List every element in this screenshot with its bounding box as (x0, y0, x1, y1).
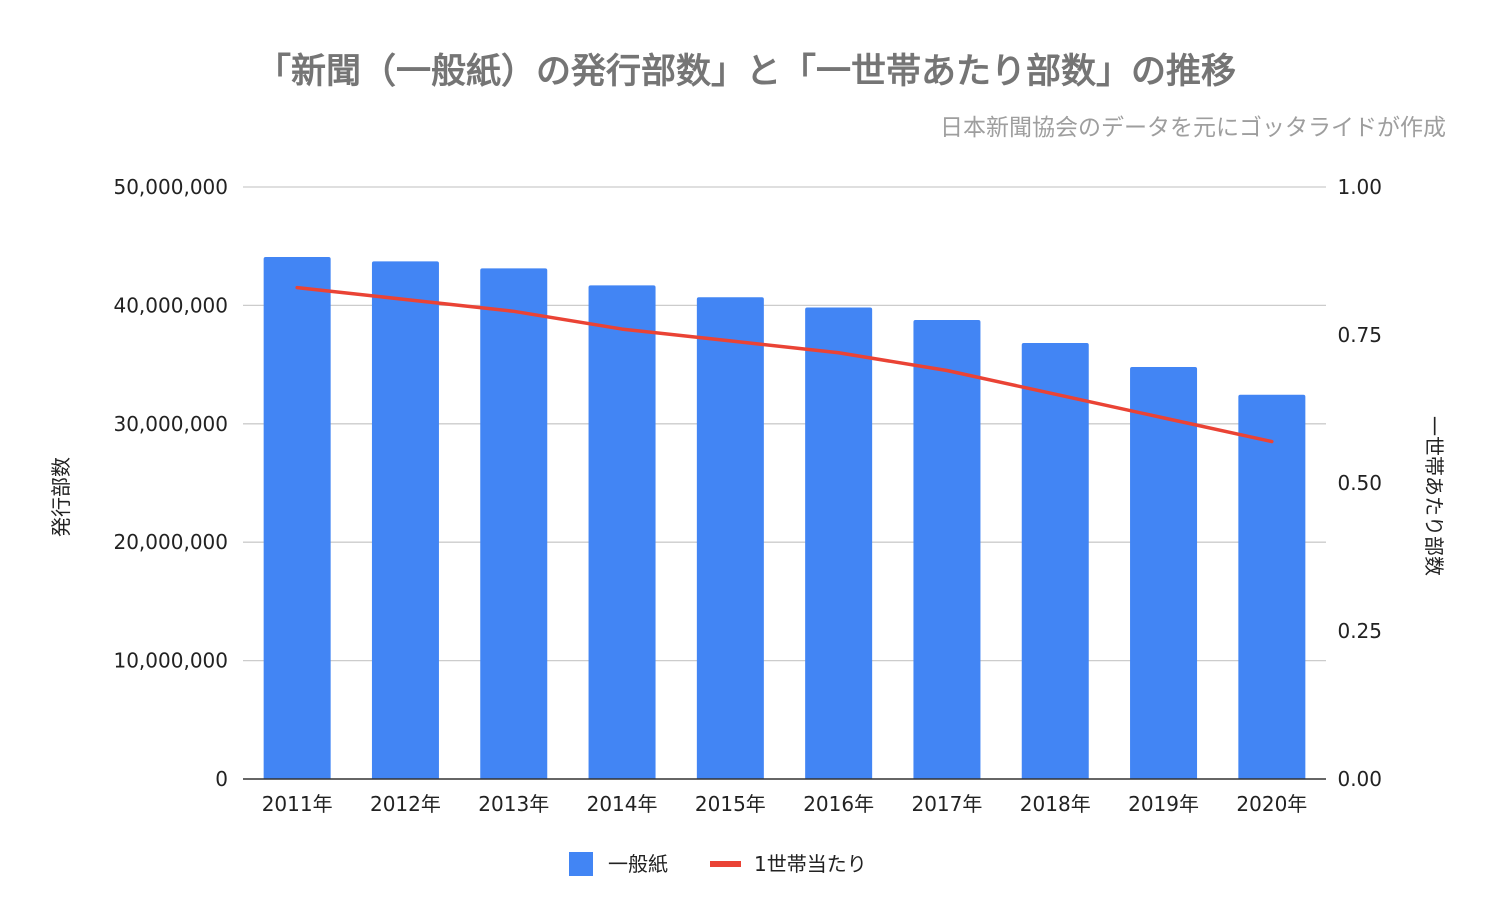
x-tick-label: 2020年 (1236, 792, 1307, 816)
chart-title: 「新聞（一般紙）の発行部数」と「一世帯あたり部数」の推移 (256, 52, 1236, 92)
y-tick-label-left: 10,000,000 (113, 649, 228, 673)
y-tick-label-right: 0.50 (1337, 471, 1382, 495)
y-tick-label-right: 0.75 (1337, 323, 1382, 347)
x-tick-label: 2013年 (478, 792, 549, 816)
legend-label: 1世帯当たり (754, 852, 867, 876)
bar-series (263, 256, 1306, 780)
bar (1021, 343, 1089, 779)
y-axis-title-right: 一世帯あたり部数 (1422, 416, 1446, 576)
y-axis-title-left: 発行部数 (49, 457, 73, 537)
y-tick-label-left: 40,000,000 (113, 293, 228, 317)
x-tick-label: 2014年 (587, 792, 658, 816)
x-tick-label: 2017年 (911, 792, 982, 816)
legend-label: 一般紙 (608, 852, 668, 876)
y-tick-label-left: 30,000,000 (113, 412, 228, 436)
x-tick-label: 2019年 (1128, 792, 1199, 816)
legend-swatch-bar (569, 852, 593, 876)
chart-subtitle: 日本新聞協会のデータを元にゴッタライドが作成 (940, 115, 1446, 141)
y-tick-label-left: 20,000,000 (113, 530, 228, 554)
bar (696, 297, 764, 779)
series-line (295, 285, 1274, 444)
bar (263, 256, 331, 780)
y-tick-label-right: 0.25 (1337, 619, 1382, 643)
bar (480, 268, 548, 779)
right-axis-ticks: 0.00 0.25 0.50 0.75 1.00 (1337, 175, 1382, 791)
y-tick-label-right: 0.00 (1337, 767, 1382, 791)
bar (1238, 394, 1306, 779)
x-tick-label: 2018年 (1020, 792, 1091, 816)
bar (913, 320, 981, 779)
bar (1130, 366, 1198, 779)
legend-swatch-line (710, 861, 741, 867)
left-axis-ticks: 0 10,000,000 20,000,000 30,000,000 40,000,00… (113, 175, 228, 791)
line-series (295, 285, 1274, 444)
x-tick-label: 2012年 (370, 792, 441, 816)
x-tick-label: 2011年 (262, 792, 333, 816)
y-tick-label-right: 1.00 (1337, 175, 1382, 199)
x-axis-ticks: 2011年 2012年 2013年 2014年 2015年 2016年 2017年 2018年… (262, 792, 1308, 816)
bar (371, 261, 439, 779)
x-tick-label: 2016年 (803, 792, 874, 816)
legend: 一般紙 1世帯当たり (569, 852, 867, 876)
y-tick-label-left: 0 (215, 767, 228, 791)
bar (588, 285, 656, 779)
x-tick-label: 2015年 (695, 792, 766, 816)
bar (805, 307, 873, 779)
y-tick-label-left: 50,000,000 (113, 175, 228, 199)
